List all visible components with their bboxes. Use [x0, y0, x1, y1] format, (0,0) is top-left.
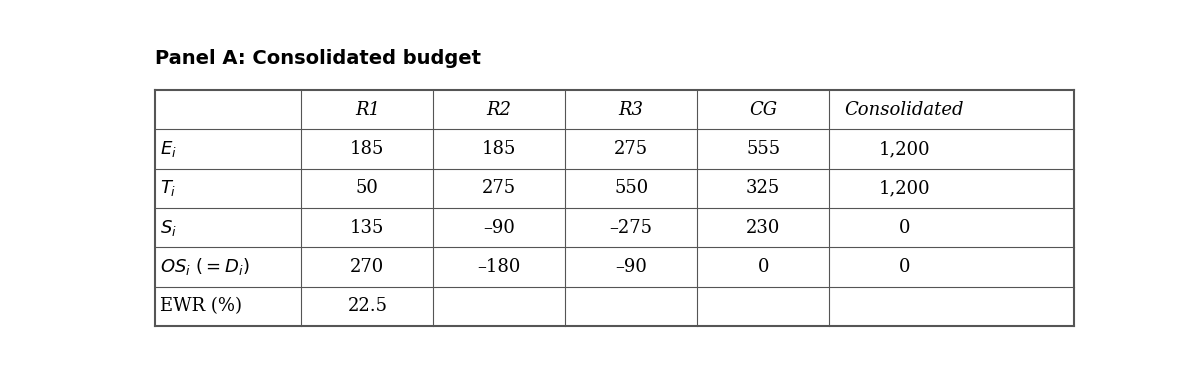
Text: EWR (%): EWR (%) [161, 297, 242, 315]
Text: R2: R2 [487, 101, 512, 119]
Text: 22.5: 22.5 [348, 297, 387, 315]
Text: CG: CG [749, 101, 777, 119]
Text: 185: 185 [350, 140, 385, 158]
Text: –275: –275 [610, 218, 652, 237]
Text: $E_i$: $E_i$ [161, 139, 177, 159]
Text: 1,200: 1,200 [879, 140, 930, 158]
Text: 135: 135 [350, 218, 385, 237]
Text: 50: 50 [356, 179, 379, 197]
Text: R1: R1 [355, 101, 380, 119]
Text: –180: –180 [477, 258, 520, 276]
Text: 0: 0 [899, 218, 910, 237]
Text: $T_i$: $T_i$ [161, 178, 176, 198]
Text: 555: 555 [746, 140, 781, 158]
Text: –90: –90 [615, 258, 647, 276]
Text: R3: R3 [619, 101, 644, 119]
Text: $S_i$: $S_i$ [161, 218, 177, 238]
Text: Panel A: Consolidated budget: Panel A: Consolidated budget [155, 50, 481, 68]
Text: 185: 185 [482, 140, 517, 158]
Text: 275: 275 [614, 140, 649, 158]
Text: 0: 0 [758, 258, 769, 276]
Text: 270: 270 [350, 258, 385, 276]
Text: 1,200: 1,200 [879, 179, 930, 197]
Text: 275: 275 [482, 179, 517, 197]
Text: 325: 325 [746, 179, 781, 197]
Text: Consolidated: Consolidated [844, 101, 964, 119]
Text: –90: –90 [483, 218, 516, 237]
Text: 230: 230 [746, 218, 781, 237]
Text: $OS_i$ $(= D_i)$: $OS_i$ $(= D_i)$ [161, 256, 249, 277]
Text: 550: 550 [614, 179, 649, 197]
Text: 0: 0 [899, 258, 910, 276]
